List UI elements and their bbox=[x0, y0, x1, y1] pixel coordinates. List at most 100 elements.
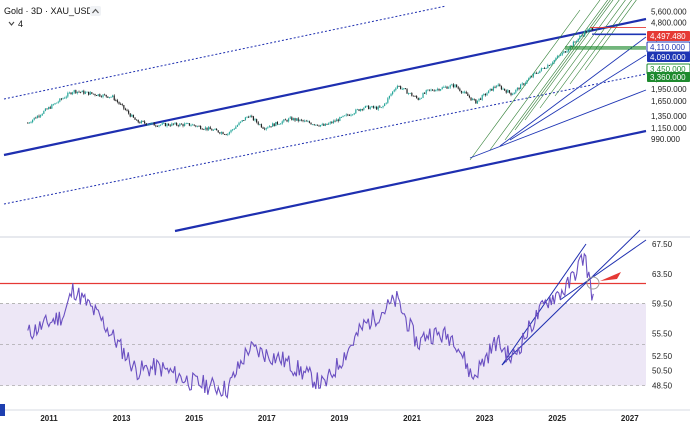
candle-body bbox=[168, 123, 170, 126]
candle-body bbox=[51, 104, 53, 109]
candle-body bbox=[424, 93, 426, 94]
channel-mid-dotted-line[interactable] bbox=[3, 73, 647, 205]
candle-body bbox=[590, 27, 592, 29]
candle-body bbox=[54, 103, 56, 105]
candle-body bbox=[107, 96, 109, 98]
price-badge-label: 4,090.000 bbox=[650, 53, 686, 62]
indicators-toggle[interactable]: 4 bbox=[8, 19, 23, 29]
candle-body bbox=[92, 93, 95, 95]
tradingview-logo-icon[interactable] bbox=[0, 404, 5, 416]
candle-body bbox=[579, 36, 581, 39]
pitchfork-fan-lines[interactable] bbox=[469, 0, 690, 161]
candle-body bbox=[219, 132, 221, 134]
candle-body bbox=[446, 86, 448, 89]
candle-body bbox=[505, 90, 507, 93]
candle-body bbox=[489, 88, 491, 91]
candle-body bbox=[59, 98, 61, 102]
candle-body bbox=[377, 106, 379, 110]
rsi-channel-lower-line[interactable] bbox=[501, 229, 641, 366]
rsi-channel-mid-line[interactable] bbox=[559, 239, 647, 301]
candle-body bbox=[206, 127, 208, 130]
pitchfork-blue-line[interactable] bbox=[499, 36, 647, 147]
candle-body bbox=[331, 122, 333, 123]
candle-body bbox=[361, 109, 363, 110]
pitchfork-green-line[interactable] bbox=[539, 0, 650, 109]
candle-body bbox=[497, 84, 499, 87]
pitchfork-green-line[interactable] bbox=[514, 0, 625, 131]
candle-body bbox=[236, 125, 239, 127]
candle-body bbox=[310, 122, 312, 125]
channel-upper-line[interactable] bbox=[3, 17, 647, 157]
arrow-head bbox=[600, 272, 621, 281]
pitchfork-green-line[interactable] bbox=[569, 0, 680, 85]
pitchfork-green-line[interactable] bbox=[469, 9, 581, 161]
candle-body bbox=[531, 76, 533, 78]
candle-body bbox=[427, 89, 429, 91]
candle-body bbox=[105, 94, 107, 97]
candle-body bbox=[529, 76, 531, 79]
candle-body bbox=[108, 97, 111, 98]
candle-body bbox=[275, 121, 277, 127]
candle-body bbox=[372, 106, 375, 108]
candle-body bbox=[390, 94, 392, 96]
candle-body bbox=[584, 31, 586, 36]
price-tick-label: 990.000 bbox=[651, 135, 680, 144]
candle-body bbox=[56, 102, 58, 104]
pitchfork-green-line[interactable] bbox=[554, 0, 665, 97]
candle-body bbox=[195, 125, 197, 127]
candle-body bbox=[120, 103, 122, 105]
candle-body bbox=[139, 122, 141, 124]
pitchfork-blue-line[interactable] bbox=[469, 89, 647, 159]
channel-top-dotted-line[interactable] bbox=[3, 5, 447, 100]
pitchfork-green-line[interactable] bbox=[524, 0, 635, 121]
candle-body bbox=[400, 86, 402, 89]
candle-body bbox=[174, 122, 176, 125]
candle-body bbox=[278, 124, 280, 125]
candle-body bbox=[419, 98, 421, 100]
candle-body bbox=[76, 91, 79, 94]
time-tick-label: 2013 bbox=[113, 414, 131, 423]
rsi-axis[interactable]: 67.50 63.50 59.50 55.50 52.50 50.50 48.50 bbox=[652, 240, 673, 391]
candle-body bbox=[470, 97, 472, 101]
time-tick-label: 2019 bbox=[331, 414, 349, 423]
candle-body bbox=[180, 123, 183, 125]
channel-lower-line[interactable] bbox=[174, 129, 647, 233]
candle-body bbox=[340, 117, 343, 118]
candle-body bbox=[508, 90, 511, 93]
candle-body bbox=[320, 125, 322, 127]
candle-body bbox=[156, 126, 159, 127]
candle-body bbox=[457, 87, 459, 89]
candle-body bbox=[417, 97, 419, 100]
candle-body bbox=[376, 106, 378, 110]
pitchfork-blue-line[interactable] bbox=[509, 54, 647, 141]
candle-body bbox=[276, 121, 279, 125]
candle-body bbox=[196, 125, 199, 127]
candle-body bbox=[556, 56, 559, 59]
price-level-lines[interactable] bbox=[565, 27, 646, 50]
pitchfork-green-line[interactable] bbox=[504, 0, 615, 141]
price-channel-lines[interactable] bbox=[3, 5, 647, 233]
candle-body bbox=[304, 120, 306, 122]
candle-body bbox=[160, 124, 162, 126]
candle-body bbox=[321, 124, 323, 126]
time-axis[interactable]: 2011 2013 2015 2017 2019 2021 2023 2025 2027 bbox=[40, 414, 639, 423]
candle-body bbox=[561, 52, 563, 55]
candle-body bbox=[270, 126, 272, 128]
candle-body bbox=[414, 96, 416, 97]
candle-body bbox=[513, 92, 515, 95]
pitchfork-green-line[interactable] bbox=[584, 0, 690, 71]
candle-body bbox=[323, 124, 325, 126]
pitchfork-green-line[interactable] bbox=[489, 0, 601, 151]
price-pane[interactable] bbox=[0, 0, 646, 236]
candle-body bbox=[305, 120, 307, 122]
chevron-up-icon[interactable] bbox=[90, 6, 101, 16]
rsi-tick-label: 50.50 bbox=[652, 367, 673, 376]
candle-body bbox=[494, 86, 496, 88]
candle-body bbox=[520, 84, 522, 90]
candle-body bbox=[353, 113, 355, 115]
candle-body bbox=[134, 117, 136, 120]
candle-body bbox=[291, 117, 293, 121]
candle-body bbox=[448, 87, 450, 89]
